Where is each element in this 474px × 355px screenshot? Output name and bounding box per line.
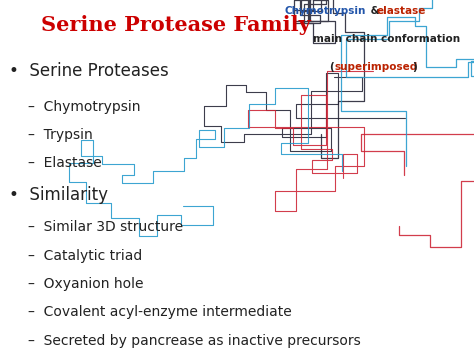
- Text: •  Serine Proteases: • Serine Proteases: [9, 62, 169, 80]
- Text: Serine Protease Family: Serine Protease Family: [40, 15, 310, 35]
- Text: –  Chymotrypsin: – Chymotrypsin: [28, 99, 141, 114]
- Text: –  Trypsin: – Trypsin: [28, 128, 93, 142]
- Text: superimposed: superimposed: [334, 62, 418, 72]
- Text: ): ): [412, 62, 417, 72]
- Text: elastase: elastase: [377, 6, 426, 16]
- Text: –  Secreted by pancrease as inactive precursors: – Secreted by pancrease as inactive prec…: [28, 334, 361, 348]
- Text: Chymotrypsin: Chymotrypsin: [284, 6, 366, 16]
- Text: –  Similar 3D structure: – Similar 3D structure: [28, 220, 183, 234]
- Text: •  Similarity: • Similarity: [9, 186, 109, 204]
- Text: (: (: [329, 62, 334, 72]
- Text: –  Elastase: – Elastase: [28, 156, 102, 170]
- Text: &: &: [367, 6, 383, 16]
- Text: main chain conformation: main chain conformation: [313, 34, 460, 44]
- Text: –  Catalytic triad: – Catalytic triad: [28, 248, 143, 263]
- Text: –  Oxyanion hole: – Oxyanion hole: [28, 277, 144, 291]
- Text: –  Covalent acyl-enzyme intermediate: – Covalent acyl-enzyme intermediate: [28, 305, 292, 320]
